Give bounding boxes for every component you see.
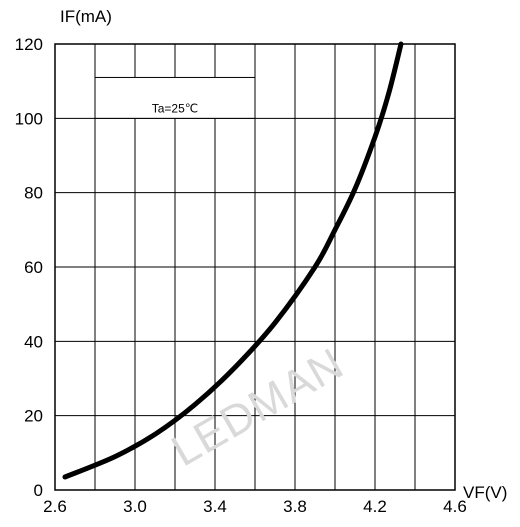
y-tick-label: 20 [24, 407, 43, 426]
x-tick-label: 3.8 [283, 497, 307, 516]
x-tick-labels: 2.6 3.0 3.4 3.8 4.2 4.6 [43, 497, 467, 516]
x-tick-label: 2.6 [43, 497, 67, 516]
y-axis-title: IF(mA) [60, 7, 112, 26]
x-axis-title: VF(V) [463, 483, 507, 502]
y-tick-label: 40 [24, 332, 43, 351]
x-tick-label: 3.4 [203, 497, 227, 516]
series-line [62, 41, 404, 480]
y-tick-labels: 0 20 40 60 80 100 120 [15, 35, 43, 500]
x-tick-label: 4.6 [443, 497, 467, 516]
y-tick-label: 100 [15, 109, 43, 128]
annotation-text: Ta=25℃ [152, 101, 199, 115]
plot-frame [54, 43, 456, 491]
y-tick-label: 80 [24, 184, 43, 203]
y-tick-label: 120 [15, 35, 43, 54]
annotation-box [94, 76, 256, 119]
x-tick-label: 3.0 [123, 497, 147, 516]
y-tick-label: 60 [24, 258, 43, 277]
y-tick-label: 0 [34, 481, 43, 500]
x-tick-label: 4.2 [363, 497, 387, 516]
